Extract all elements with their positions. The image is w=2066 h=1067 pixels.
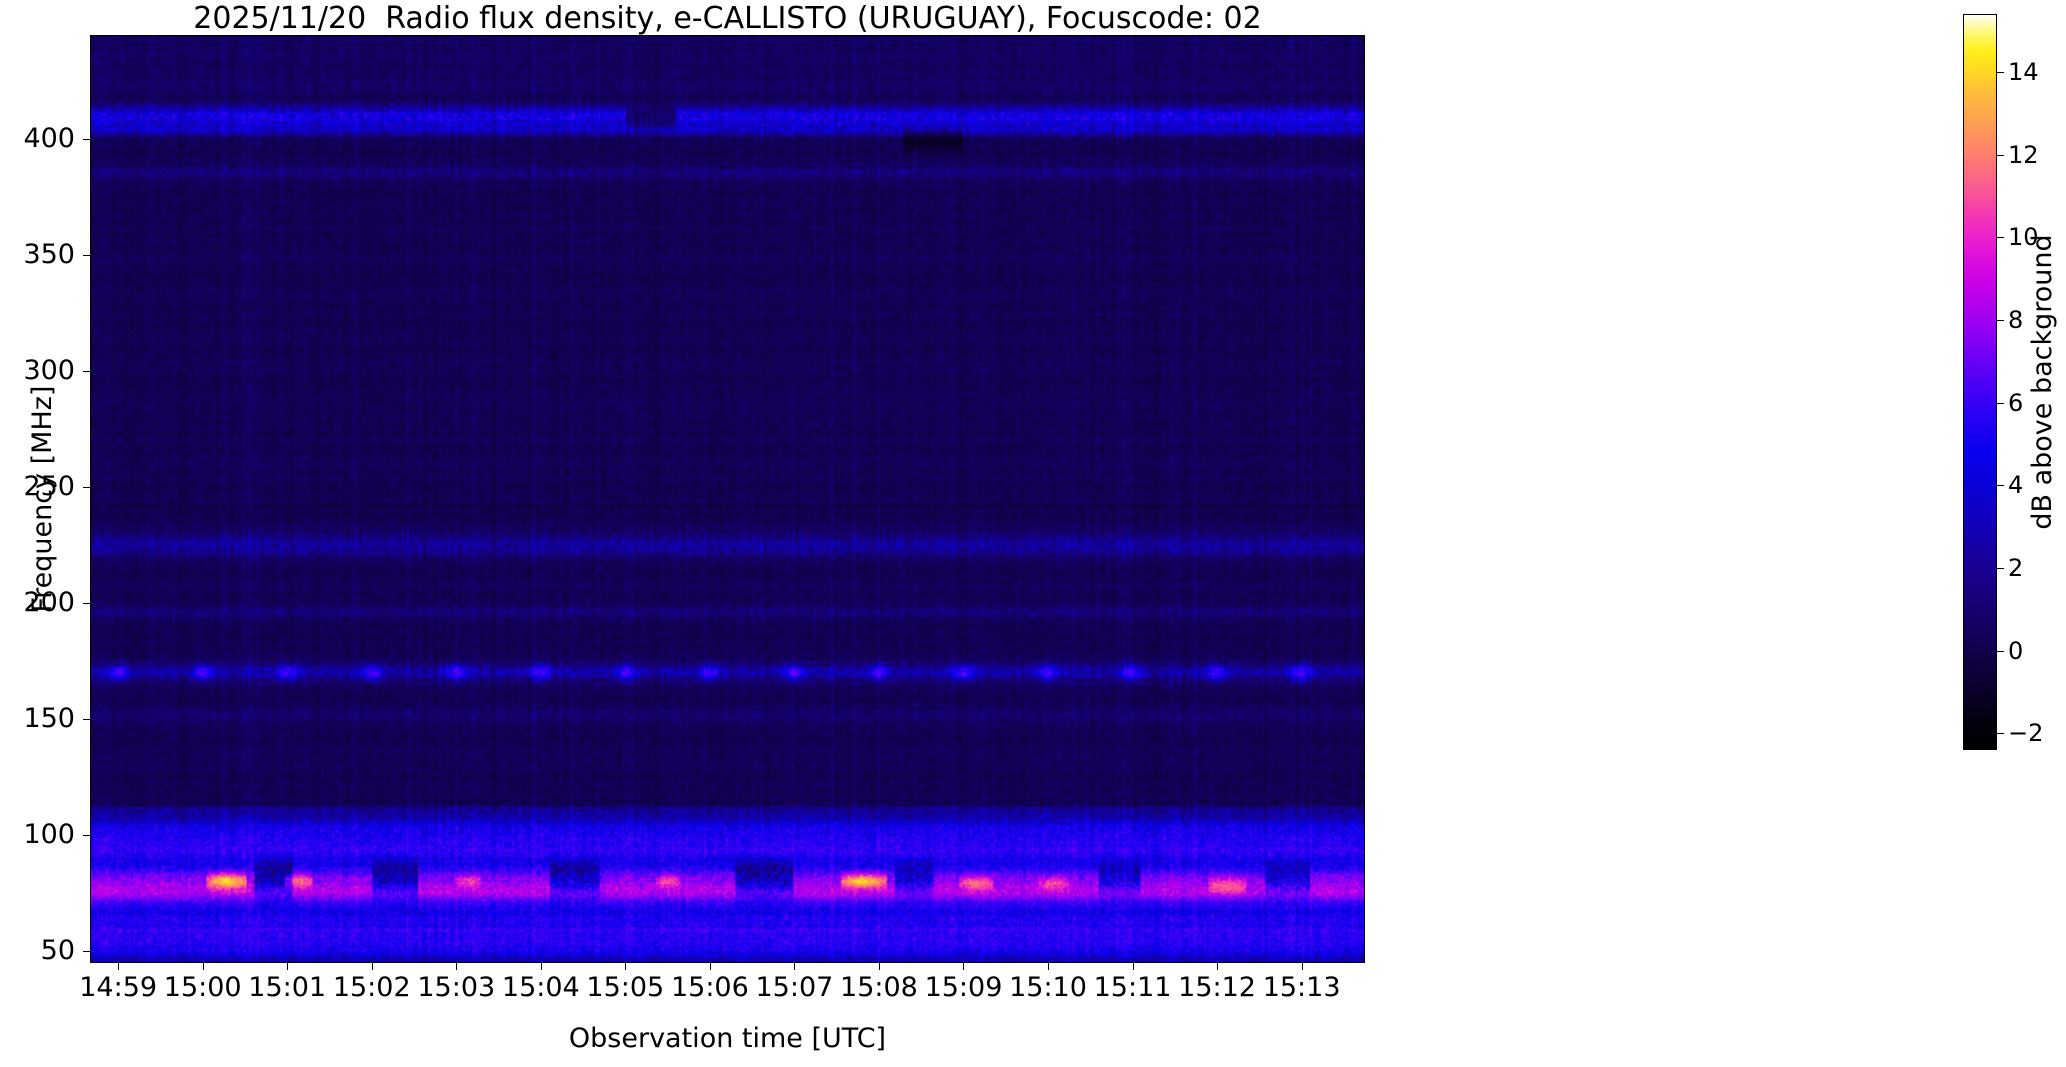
- x-axis-label: Observation time [UTC]: [568, 1023, 887, 1054]
- colorbar-tick-label: 12: [2008, 140, 2039, 169]
- spectrogram-image: [91, 36, 1364, 962]
- x-tick-mark: [1301, 963, 1303, 970]
- x-tick-label: 15:08: [840, 972, 918, 1003]
- colorbar-gradient: [1963, 14, 1997, 750]
- x-tick-label: 15:10: [1009, 972, 1087, 1003]
- x-tick-mark: [1217, 963, 1219, 970]
- y-tick-label: 250: [23, 471, 75, 503]
- x-tick-label: 15:04: [501, 972, 580, 1003]
- colorbar-tick-label: 14: [2008, 57, 2039, 86]
- colorbar-tick-mark: [1997, 154, 2004, 156]
- colorbar-tick-mark: [1997, 71, 2004, 73]
- x-tick-mark: [794, 963, 796, 970]
- colorbar-tick-label: 8: [2008, 305, 2024, 334]
- colorbar-tick-mark: [1997, 402, 2004, 404]
- y-tick-label: 350: [23, 239, 75, 271]
- colorbar-tick-mark: [1997, 733, 2004, 735]
- colorbar-tick-label: −2: [2008, 719, 2044, 748]
- colorbar-label: dB above background: [2027, 234, 2058, 530]
- x-tick-mark: [118, 963, 120, 970]
- y-tick-mark: [83, 835, 90, 837]
- x-tick-mark: [963, 963, 965, 970]
- y-tick-label: 100: [23, 819, 75, 851]
- x-tick-mark: [540, 963, 542, 970]
- colorbar-tick-label: 0: [2008, 636, 2024, 665]
- colorbar-tick-mark: [1997, 568, 2004, 570]
- x-tick-mark: [709, 963, 711, 970]
- y-tick-label: 50: [40, 935, 75, 967]
- x-tick-label: 15:13: [1262, 972, 1341, 1003]
- colorbar-tick-label: 4: [2008, 471, 2024, 500]
- x-tick-label: 15:06: [670, 972, 749, 1003]
- spectrogram-plot-area[interactable]: [90, 35, 1365, 963]
- page-title: 2025/11/20 Radio flux density, e-CALLIST…: [193, 1, 1262, 36]
- x-tick-label: 15:03: [417, 972, 496, 1003]
- y-tick-mark: [83, 603, 90, 605]
- colorbar[interactable]: −2 0 2 4 6 8 10 12 14: [1963, 14, 2043, 750]
- y-tick-label: 400: [23, 123, 75, 155]
- x-tick-label: 15:05: [586, 972, 665, 1003]
- x-tick-label: 15:09: [924, 972, 1003, 1003]
- x-tick-mark: [1132, 963, 1134, 970]
- colorbar-tick-label: 2: [2008, 554, 2024, 583]
- y-tick-mark: [83, 487, 90, 489]
- x-tick-mark: [202, 963, 204, 970]
- colorbar-tick-mark: [1997, 485, 2004, 487]
- colorbar-tick-mark: [1997, 650, 2004, 652]
- y-tick-label: 200: [23, 587, 75, 619]
- x-tick-label: 15:11: [1093, 972, 1172, 1003]
- x-tick-mark: [1048, 963, 1049, 970]
- x-tick-label: 15:12: [1178, 972, 1256, 1003]
- y-tick-label: 150: [23, 703, 75, 735]
- x-tick-mark: [456, 963, 458, 970]
- x-tick-label: 15:00: [163, 972, 242, 1003]
- x-tick-mark: [878, 963, 880, 970]
- y-tick-mark: [83, 371, 90, 373]
- y-tick-mark: [83, 951, 90, 953]
- x-tick-label: 15:01: [248, 972, 327, 1003]
- colorbar-tick-label: 10: [2008, 223, 2039, 252]
- x-tick-label: 15:07: [755, 972, 834, 1003]
- x-tick-label: 15:02: [332, 972, 411, 1003]
- y-tick-mark: [83, 139, 90, 141]
- x-tick-mark: [625, 963, 627, 970]
- x-tick-mark: [371, 963, 373, 970]
- x-tick-label: 14:59: [79, 972, 158, 1003]
- colorbar-tick-label: 6: [2008, 388, 2024, 417]
- colorbar-tick-mark: [1997, 237, 2004, 239]
- x-tick-mark: [287, 963, 289, 970]
- colorbar-tick-mark: [1997, 319, 2004, 321]
- y-tick-mark: [83, 255, 90, 257]
- y-tick-mark: [83, 719, 90, 721]
- y-tick-label: 300: [23, 355, 75, 387]
